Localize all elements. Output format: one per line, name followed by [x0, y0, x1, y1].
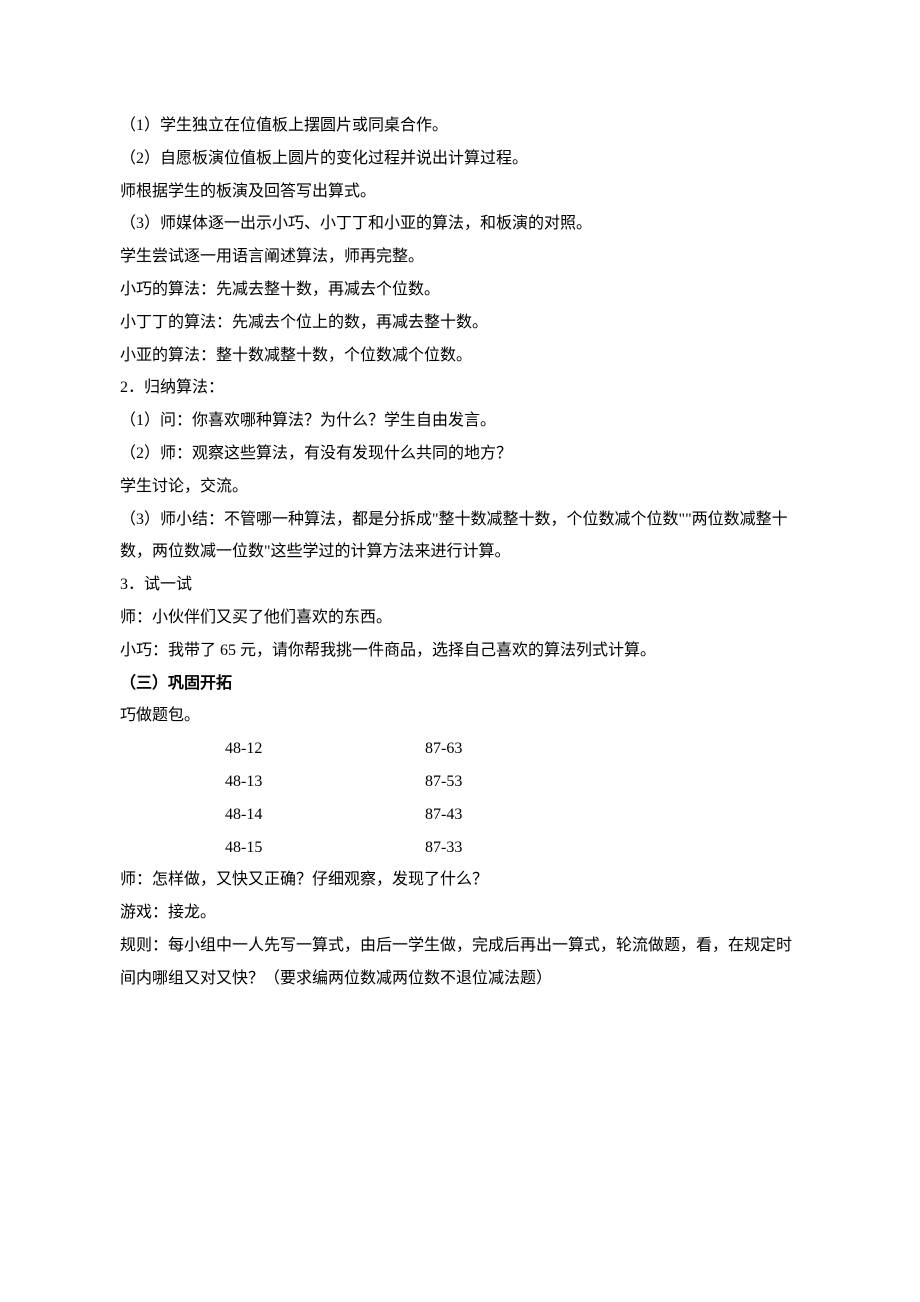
table-cell: 87-53 — [425, 766, 625, 799]
paragraph: 小丁丁的算法：先减去个位上的数，再减去整十数。 — [120, 307, 800, 340]
paragraph: 3．试一试 — [120, 569, 800, 602]
table-cell: 48-14 — [225, 799, 425, 832]
problem-table: 48-12 87-63 48-13 87-53 48-14 87-43 48-1… — [225, 733, 800, 864]
section-heading: （三）巩固开拓 — [120, 668, 800, 701]
paragraph: 师根据学生的板演及回答写出算式。 — [120, 176, 800, 209]
table-cell: 87-43 — [425, 799, 625, 832]
paragraph: 学生尝试逐一用语言阐述算法，师再完整。 — [120, 241, 800, 274]
paragraph: （1）学生独立在位值板上摆圆片或同桌合作。 — [120, 110, 800, 143]
paragraph: 巧做题包。 — [120, 700, 800, 733]
table-cell: 48-12 — [225, 733, 425, 766]
table-row: 48-14 87-43 — [225, 799, 800, 832]
paragraph: 学生讨论，交流。 — [120, 471, 800, 504]
table-row: 48-13 87-53 — [225, 766, 800, 799]
paragraph: （2）自愿板演位值板上圆片的变化过程并说出计算过程。 — [120, 143, 800, 176]
paragraph: （1）问：你喜欢哪种算法？为什么？学生自由发言。 — [120, 405, 800, 438]
document-page: （1）学生独立在位值板上摆圆片或同桌合作。 （2）自愿板演位值板上圆片的变化过程… — [0, 0, 920, 1302]
paragraph: 小亚的算法：整十数减整十数，个位数减个位数。 — [120, 340, 800, 373]
paragraph: 小巧的算法：先减去整十数，再减去个位数。 — [120, 274, 800, 307]
paragraph: （3）师媒体逐一出示小巧、小丁丁和小亚的算法，和板演的对照。 — [120, 208, 800, 241]
table-cell: 87-33 — [425, 832, 625, 865]
table-row: 48-15 87-33 — [225, 832, 800, 865]
table-row: 48-12 87-63 — [225, 733, 800, 766]
paragraph: 师：怎样做，又快又正确？仔细观察，发现了什么？ — [120, 864, 800, 897]
table-cell: 48-15 — [225, 832, 425, 865]
paragraph: 师：小伙伴们又买了他们喜欢的东西。 — [120, 602, 800, 635]
paragraph: 游戏：接龙。 — [120, 897, 800, 930]
paragraph: 规则：每小组中一人先写一算式，由后一学生做，完成后再出一算式，轮流做题，看，在规… — [120, 930, 800, 996]
paragraph: （3）师小结：不管哪一种算法，都是分拆成"整十数减整十数，个位数减个位数""两位… — [120, 504, 800, 570]
table-cell: 87-63 — [425, 733, 625, 766]
table-cell: 48-13 — [225, 766, 425, 799]
paragraph: （2）师：观察这些算法，有没有发现什么共同的地方？ — [120, 438, 800, 471]
paragraph: 2．归纳算法： — [120, 372, 800, 405]
paragraph: 小巧：我带了 65 元，请你帮我挑一件商品，选择自己喜欢的算法列式计算。 — [120, 635, 800, 668]
